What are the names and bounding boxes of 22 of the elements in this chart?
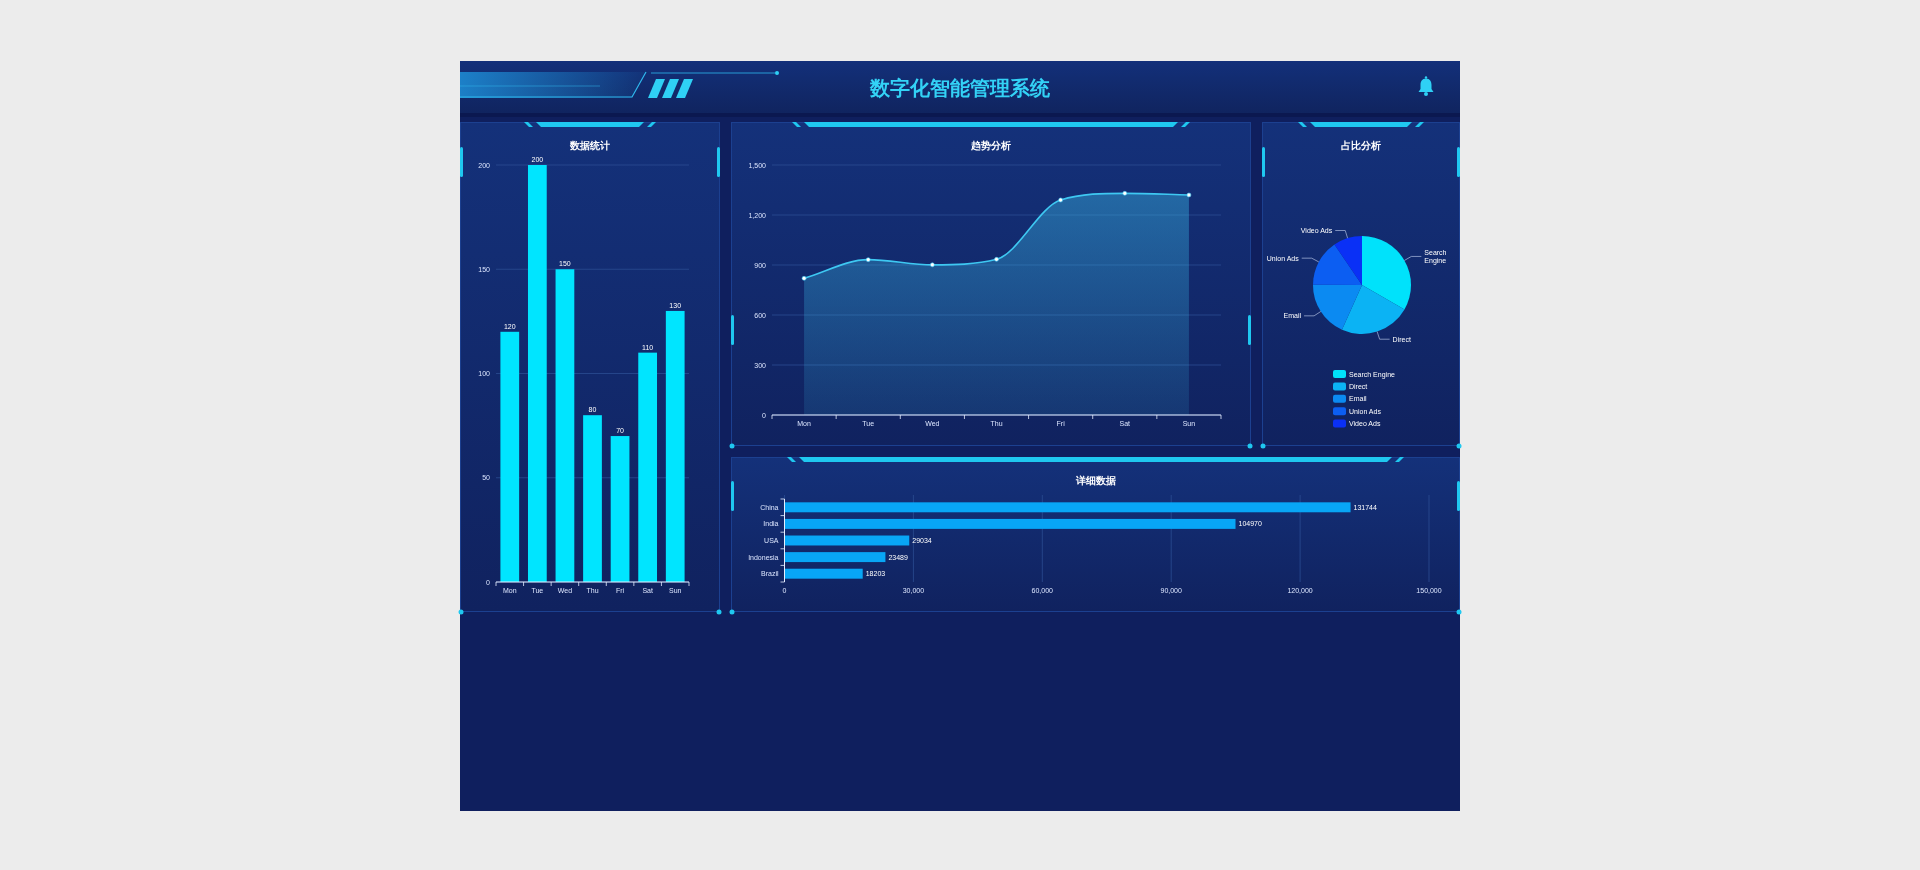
bar xyxy=(784,502,1351,513)
bar xyxy=(610,436,630,582)
bar xyxy=(784,568,863,579)
bar xyxy=(555,269,575,582)
pie-slice xyxy=(1341,285,1405,334)
bar xyxy=(500,331,520,582)
bar xyxy=(784,535,910,546)
bar xyxy=(583,415,602,582)
bar xyxy=(527,165,547,582)
pie-slice xyxy=(1362,236,1411,310)
bar xyxy=(638,352,658,582)
chart-title: 占比分析 xyxy=(1341,140,1381,151)
bar xyxy=(784,518,1236,529)
chart-title: 详细数据 xyxy=(1074,475,1116,486)
chart-title: 趋势分析 xyxy=(970,140,1011,151)
pie-slice xyxy=(1334,236,1362,285)
bar xyxy=(784,552,886,563)
text: 数字化智能管理系统 xyxy=(869,77,1051,99)
pie-slice xyxy=(1313,244,1362,285)
chart-title: 数据统计 xyxy=(569,140,610,151)
bar xyxy=(665,310,685,582)
pie-slice xyxy=(1313,284,1362,330)
